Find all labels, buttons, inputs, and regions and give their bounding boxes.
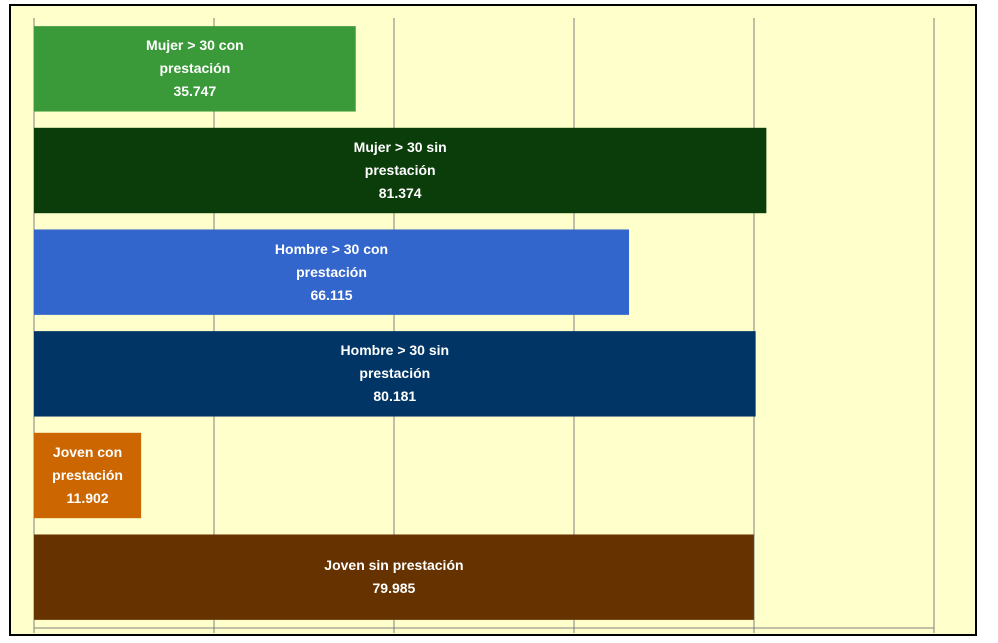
bar-label-box: Joven con prestación 11.902: [34, 433, 141, 518]
bar-label: Hombre > 30 con prestación 66.115: [34, 229, 629, 314]
value-label: 79.985: [372, 580, 416, 597]
bar: [34, 331, 756, 417]
bar: [34, 26, 356, 112]
bar-label: Hombre > 30 sin prestación 80.181: [34, 331, 756, 416]
bar: [34, 534, 754, 620]
value-label: 66.115: [310, 286, 353, 303]
category-label: Hombre > 30 sin prestación: [340, 342, 450, 382]
bar-label: Mujer > 30 sin prestación 81.374: [34, 128, 766, 213]
bar: [34, 127, 767, 214]
category-label: Mujer > 30 con prestación: [146, 37, 244, 77]
bar: [34, 229, 630, 315]
value-label: 81.374: [378, 184, 422, 201]
value-label: 11.902: [66, 489, 109, 506]
category-label: Mujer > 30 sin prestación: [353, 138, 447, 178]
bar-label: Joven sin prestación 79.985: [34, 534, 754, 619]
bar-label-box: Hombre > 30 con prestación 66.115: [34, 229, 629, 314]
bar-label-box: Hombre > 30 sin prestación 80.181: [34, 331, 756, 416]
value-label: 35.747: [173, 83, 217, 100]
bar-label-box: Joven sin prestación 79.985: [34, 534, 754, 619]
category-label: Joven sin prestación: [324, 557, 464, 574]
category-label: Hombre > 30 con prestación: [274, 240, 389, 280]
bar-label: Mujer > 30 con prestación 35.747: [34, 26, 356, 111]
bar-label-box: Mujer > 30 con prestación 35.747: [34, 26, 356, 111]
bar: [34, 432, 142, 519]
bar-label: Joven con prestación 11.902: [34, 433, 141, 518]
bar-label-box: Mujer > 30 sin prestación 81.374: [34, 128, 766, 213]
value-label: 80.181: [373, 388, 417, 405]
category-label: Joven con prestación: [52, 443, 123, 483]
